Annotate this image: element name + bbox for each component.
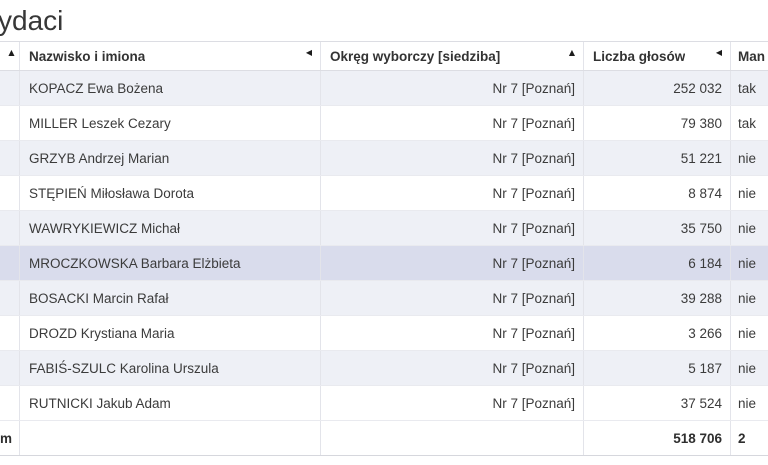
sort-indicator-icon: ◀ bbox=[305, 47, 312, 57]
cell-district: Nr 7 [Poznań] bbox=[320, 386, 583, 420]
sort-indicator-icon: ◀ bbox=[715, 47, 722, 57]
cell-votes: 6 184 bbox=[583, 246, 730, 280]
cell-district: Nr 7 [Poznań] bbox=[320, 281, 583, 315]
table-row[interactable]: RUTNICKI Jakub Adam Nr 7 [Poznań] 37 524… bbox=[0, 386, 768, 421]
cell-name: WAWRYKIEWICZ Michał bbox=[19, 211, 320, 245]
candidates-table: ▲ Nazwisko i imiona ◀ Okręg wyborczy [si… bbox=[0, 41, 768, 456]
page-title: ydaci bbox=[0, 5, 64, 36]
cell-district: Nr 7 [Poznań] bbox=[320, 211, 583, 245]
cell-district: Nr 7 [Poznań] bbox=[320, 316, 583, 350]
column-label: Okręg wyborczy [siedziba] bbox=[330, 48, 501, 64]
cell-mandate: nie bbox=[730, 246, 768, 280]
table-row[interactable]: FABIŚ-SZULC Karolina Urszula Nr 7 [Pozna… bbox=[0, 351, 768, 386]
cell-index bbox=[0, 281, 19, 315]
cell-index bbox=[0, 106, 19, 140]
summary-label: m bbox=[0, 430, 13, 446]
cell-name: STĘPIEŃ Miłosława Dorota bbox=[19, 176, 320, 210]
cell-mandate: nie bbox=[730, 316, 768, 350]
cell-mandate: nie bbox=[730, 211, 768, 245]
table-row[interactable]: KOPACZ Ewa Bożena Nr 7 [Poznań] 252 032 … bbox=[0, 71, 768, 106]
cell-district: Nr 7 [Poznań] bbox=[320, 141, 583, 175]
cell-name: DROZD Krystiana Maria bbox=[19, 316, 320, 350]
summary-empty-name bbox=[19, 421, 320, 455]
cell-mandate: tak bbox=[730, 106, 768, 140]
column-label: Man bbox=[738, 48, 765, 64]
sort-asc-icon: ▲ bbox=[568, 47, 575, 57]
summary-empty-district bbox=[320, 421, 583, 455]
table-row[interactable]: BOSACKI Marcin Rafał Nr 7 [Poznań] 39 28… bbox=[0, 281, 768, 316]
table-row[interactable]: WAWRYKIEWICZ Michał Nr 7 [Poznań] 35 750… bbox=[0, 211, 768, 246]
summary-total-votes: 518 706 bbox=[583, 421, 730, 455]
cell-index bbox=[0, 246, 19, 280]
cell-votes: 8 874 bbox=[583, 176, 730, 210]
cell-votes: 51 221 bbox=[583, 141, 730, 175]
sort-asc-icon: ▲ bbox=[8, 47, 15, 57]
column-label: Liczba głosów bbox=[593, 48, 686, 64]
header-row: ▲ Nazwisko i imiona ◀ Okręg wyborczy [si… bbox=[0, 42, 768, 71]
cell-index bbox=[0, 176, 19, 210]
cell-mandate: nie bbox=[730, 281, 768, 315]
cell-mandate: tak bbox=[730, 71, 768, 105]
cell-votes: 39 288 bbox=[583, 281, 730, 315]
cell-votes: 5 187 bbox=[583, 351, 730, 385]
summary-total-mandates: 2 bbox=[730, 421, 768, 455]
cell-index bbox=[0, 316, 19, 350]
table-header: ▲ Nazwisko i imiona ◀ Okręg wyborczy [si… bbox=[0, 42, 768, 71]
cell-name: MILLER Leszek Cezary bbox=[19, 106, 320, 140]
cell-index bbox=[0, 141, 19, 175]
summary-row: m 518 706 2 bbox=[0, 421, 768, 456]
cell-index bbox=[0, 71, 19, 105]
cell-district: Nr 7 [Poznań] bbox=[320, 176, 583, 210]
column-header-mandate[interactable]: Man bbox=[730, 42, 768, 70]
column-header-name[interactable]: Nazwisko i imiona ◀ bbox=[19, 42, 320, 70]
cell-votes: 252 032 bbox=[583, 71, 730, 105]
cell-name: RUTNICKI Jakub Adam bbox=[19, 386, 320, 420]
column-header-district[interactable]: Okręg wyborczy [siedziba] ▲ bbox=[320, 42, 583, 70]
column-header-index[interactable]: ▲ bbox=[0, 42, 19, 70]
cell-name: FABIŚ-SZULC Karolina Urszula bbox=[19, 351, 320, 385]
cell-district: Nr 7 [Poznań] bbox=[320, 351, 583, 385]
table-row[interactable]: STĘPIEŃ Miłosława Dorota Nr 7 [Poznań] 8… bbox=[0, 176, 768, 211]
cell-name: BOSACKI Marcin Rafał bbox=[19, 281, 320, 315]
cell-name: KOPACZ Ewa Bożena bbox=[19, 71, 320, 105]
cell-index bbox=[0, 211, 19, 245]
cell-votes: 79 380 bbox=[583, 106, 730, 140]
cell-mandate: nie bbox=[730, 176, 768, 210]
table-row[interactable]: GRZYB Andrzej Marian Nr 7 [Poznań] 51 22… bbox=[0, 141, 768, 176]
cell-mandate: nie bbox=[730, 141, 768, 175]
cell-index bbox=[0, 351, 19, 385]
cell-district: Nr 7 [Poznań] bbox=[320, 106, 583, 140]
cell-mandate: nie bbox=[730, 351, 768, 385]
table-row[interactable]: MROCZKOWSKA Barbara Elżbieta Nr 7 [Pozna… bbox=[0, 246, 768, 281]
table-body: KOPACZ Ewa Bożena Nr 7 [Poznań] 252 032 … bbox=[0, 71, 768, 421]
cell-index bbox=[0, 386, 19, 420]
cell-district: Nr 7 [Poznań] bbox=[320, 71, 583, 105]
cell-name: MROCZKOWSKA Barbara Elżbieta bbox=[19, 246, 320, 280]
cell-mandate: nie bbox=[730, 386, 768, 420]
column-header-votes[interactable]: Liczba głosów ◀ bbox=[583, 42, 730, 70]
table-row[interactable]: DROZD Krystiana Maria Nr 7 [Poznań] 3 26… bbox=[0, 316, 768, 351]
cell-district: Nr 7 [Poznań] bbox=[320, 246, 583, 280]
table-row[interactable]: MILLER Leszek Cezary Nr 7 [Poznań] 79 38… bbox=[0, 106, 768, 141]
cell-name: GRZYB Andrzej Marian bbox=[19, 141, 320, 175]
column-label: Nazwisko i imiona bbox=[29, 48, 146, 64]
table-footer: m 518 706 2 bbox=[0, 421, 768, 456]
cell-votes: 35 750 bbox=[583, 211, 730, 245]
cell-votes: 3 266 bbox=[583, 316, 730, 350]
cell-votes: 37 524 bbox=[583, 386, 730, 420]
